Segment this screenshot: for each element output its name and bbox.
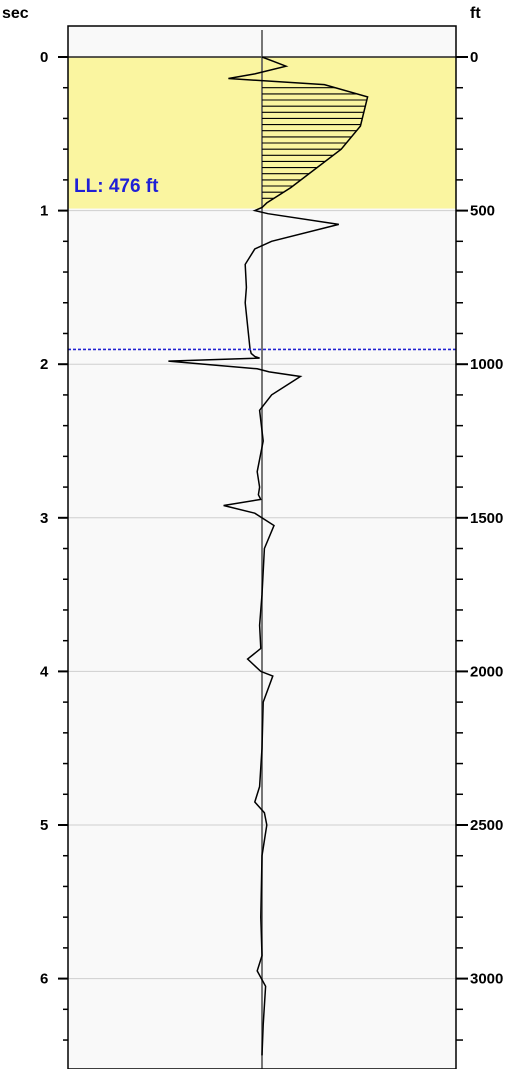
left-tick-label-4: 4 [40, 663, 49, 680]
trace-line [168, 56, 369, 1056]
right-tick-label-0: 0 [470, 49, 478, 66]
left-tick-label-5: 5 [40, 817, 48, 834]
left-tick-label-0: 0 [40, 49, 48, 66]
trace-fill-hatch [262, 87, 367, 199]
plot-frame [67, 25, 457, 1069]
right-tick-label-1000: 1000 [470, 356, 503, 373]
right-tick-label-500: 500 [470, 203, 495, 220]
left-axis-ticks: 0 1 2 3 4 5 6 [40, 49, 68, 1041]
right-tick-label-2000: 2000 [470, 663, 503, 680]
left-tick-label-2: 2 [40, 356, 48, 373]
right-tick-label-1500: 1500 [470, 510, 503, 527]
right-tick-label-3000: 3000 [470, 971, 503, 988]
line-level-label: LL: 476 ft [74, 176, 159, 197]
right-tick-label-2500: 2500 [470, 817, 503, 834]
left-tick-label-3: 3 [40, 510, 48, 527]
left-tick-label-6: 6 [40, 971, 48, 988]
right-axis-unit: ft [470, 5, 481, 22]
right-axis-ticks: 0 500 1000 1500 2000 2500 3000 [456, 49, 503, 1041]
left-tick-label-1: 1 [40, 203, 48, 220]
left-axis-unit: sec [2, 5, 29, 22]
